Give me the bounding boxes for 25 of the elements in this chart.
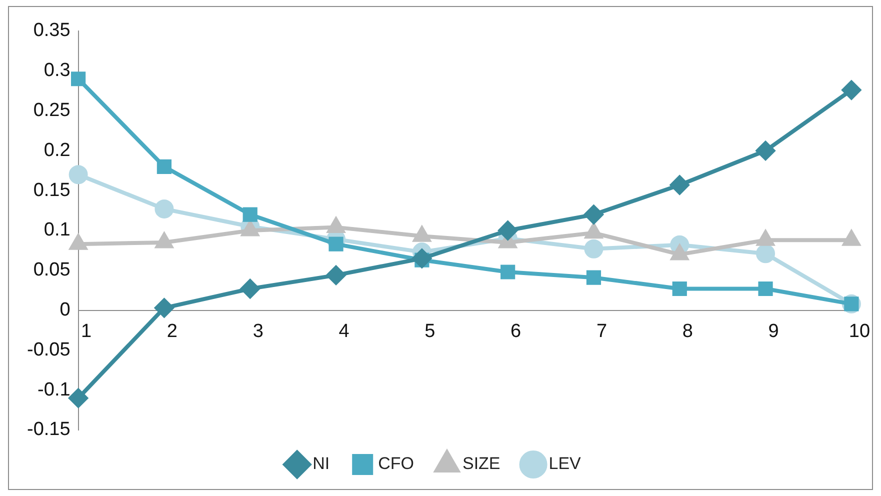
x-tick-label: 7: [596, 320, 608, 342]
legend-label: LEV: [548, 454, 582, 474]
y-tick-label: 0.15: [33, 180, 70, 201]
x-tick-label: 9: [768, 320, 779, 342]
x-tick-label: 1: [81, 320, 92, 342]
y-tick-label: 0.05: [33, 260, 70, 281]
x-tick-label: 8: [682, 320, 693, 342]
legend-label: NI: [312, 454, 330, 474]
x-tick-label: 2: [166, 320, 178, 342]
y-tick-label: 0.25: [33, 100, 70, 122]
x-tick-label: 5: [424, 320, 436, 342]
y-tick-label: -0.15: [26, 419, 70, 440]
legend-label: SIZE: [462, 454, 500, 474]
y-tick-label: 0.1: [44, 220, 70, 241]
y-tick-label: 0: [60, 300, 70, 321]
x-tick-label: 3: [252, 320, 264, 342]
legend-label: CFO: [378, 454, 414, 474]
y-tick-label: 0.2: [44, 140, 70, 161]
x-tick-label: 10: [848, 320, 870, 342]
x-tick-label: 4: [338, 320, 350, 342]
x-tick-label: 6: [510, 320, 522, 342]
y-tick-label: 0.3: [44, 60, 70, 82]
y-tick-label: -0.1: [38, 379, 70, 400]
y-tick-label: 0.35: [33, 20, 70, 42]
y-tick-label: -0.05: [26, 339, 70, 360]
